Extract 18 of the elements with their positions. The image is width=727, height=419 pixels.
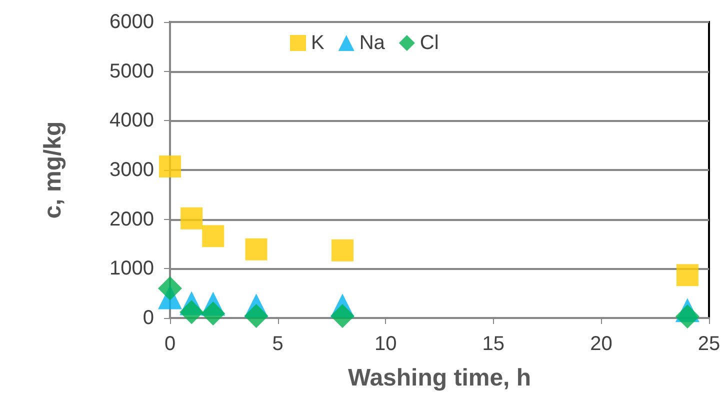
x-tick-label: 5 <box>272 333 284 355</box>
y-tick-label: 2000 <box>110 208 154 230</box>
legend-label: Na <box>359 32 386 54</box>
x-tick-label: 10 <box>374 333 397 355</box>
y-tick-label: 6000 <box>110 11 154 33</box>
y-tick-label: 1000 <box>110 258 154 280</box>
y-tick-label: 0 <box>142 307 154 329</box>
x-tick-label: 25 <box>698 333 720 355</box>
y-axis-title: c, mg/kg <box>40 121 66 219</box>
x-axis-title: Washing time, h <box>348 364 532 392</box>
legend-label: Cl <box>420 32 439 54</box>
y-tick-label: 5000 <box>110 60 154 82</box>
x-tick-label: 20 <box>590 333 612 355</box>
legend-label: K <box>311 32 325 54</box>
y-tick-label: 4000 <box>110 110 154 132</box>
y-tick-label: 3000 <box>110 159 154 181</box>
x-tick-label: 0 <box>164 333 176 355</box>
x-tick-label: 15 <box>482 333 505 355</box>
